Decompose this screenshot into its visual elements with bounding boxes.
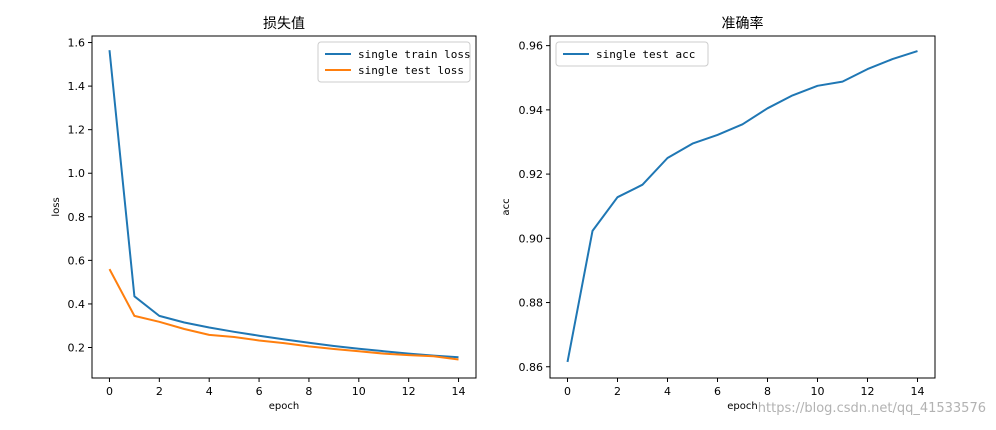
chart1-x-tick-label: 8 [305,385,312,398]
chart1-series-line-2 [108,268,459,361]
chart1-title: 损失值 [263,16,305,32]
chart1-y-axis-label: loss [51,197,62,216]
chart1-y-tick-label: 1.0 [68,167,86,180]
chart2-x-tick-label: 8 [764,385,771,398]
chart2-y-tick-label: 0.94 [519,104,544,117]
chart1-axes-frame [91,35,477,379]
chart2-x-tick-label: 2 [614,385,621,398]
chart1-legend-label-2: single test loss [358,64,464,77]
watermark: https://blog.csdn.net/qq_41533576 [757,401,986,416]
chart1-series-line-1 [108,50,459,359]
chart1-y-tick-label: 1.4 [68,80,86,93]
chart2-y-tick-label: 0.96 [519,40,544,53]
chart2-legend-label-1: single test acc [596,48,695,61]
chart2-x-tick-label: 4 [664,385,671,398]
chart1-y-tick-label: 0.8 [68,211,86,224]
chart2-x-tick-label: 10 [811,385,825,398]
chart2-x-tick-label: 0 [564,385,571,398]
chart1-x-axis-label: epoch [269,401,299,412]
chart1-x-tick-label: 2 [156,385,163,398]
chart1-y-tick-label: 1.2 [68,124,86,137]
chart1-x-tick-label: 0 [106,385,113,398]
chart1-legend-label-1: single train loss [358,48,471,61]
chart1-y-tick-label: 0.6 [68,254,86,267]
chart1-y-tick-label: 0.4 [68,298,86,311]
chart1-y-tick-label: 1.6 [68,37,86,50]
chart2-x-tick-label: 14 [911,385,925,398]
chart2-y-tick-label: 0.92 [519,168,544,181]
chart1-x-tick-label: 4 [206,385,213,398]
chart2-series-line-1 [566,50,918,363]
chart1-x-tick-label: 6 [256,385,263,398]
chart1-x-tick-label: 14 [452,385,466,398]
chart2-axes-frame [549,35,936,379]
chart2-y-tick-label: 0.86 [519,361,544,374]
chart2-x-axis-label: epoch [727,401,757,412]
chart2-x-tick-label: 6 [714,385,721,398]
chart1-x-tick-label: 10 [352,385,366,398]
chart2-legend-box [555,41,709,67]
chart1-legend-box [317,41,471,83]
chart2-title: 准确率 [722,15,764,32]
chart2-x-tick-label: 12 [861,385,875,398]
chart2-y-tick-label: 0.88 [519,297,544,310]
chart2-y-tick-label: 0.90 [519,232,544,245]
chart2-y-axis-label: acc [501,198,512,215]
chart1-y-tick-label: 0.2 [68,342,86,355]
chart1-x-tick-label: 12 [402,385,416,398]
